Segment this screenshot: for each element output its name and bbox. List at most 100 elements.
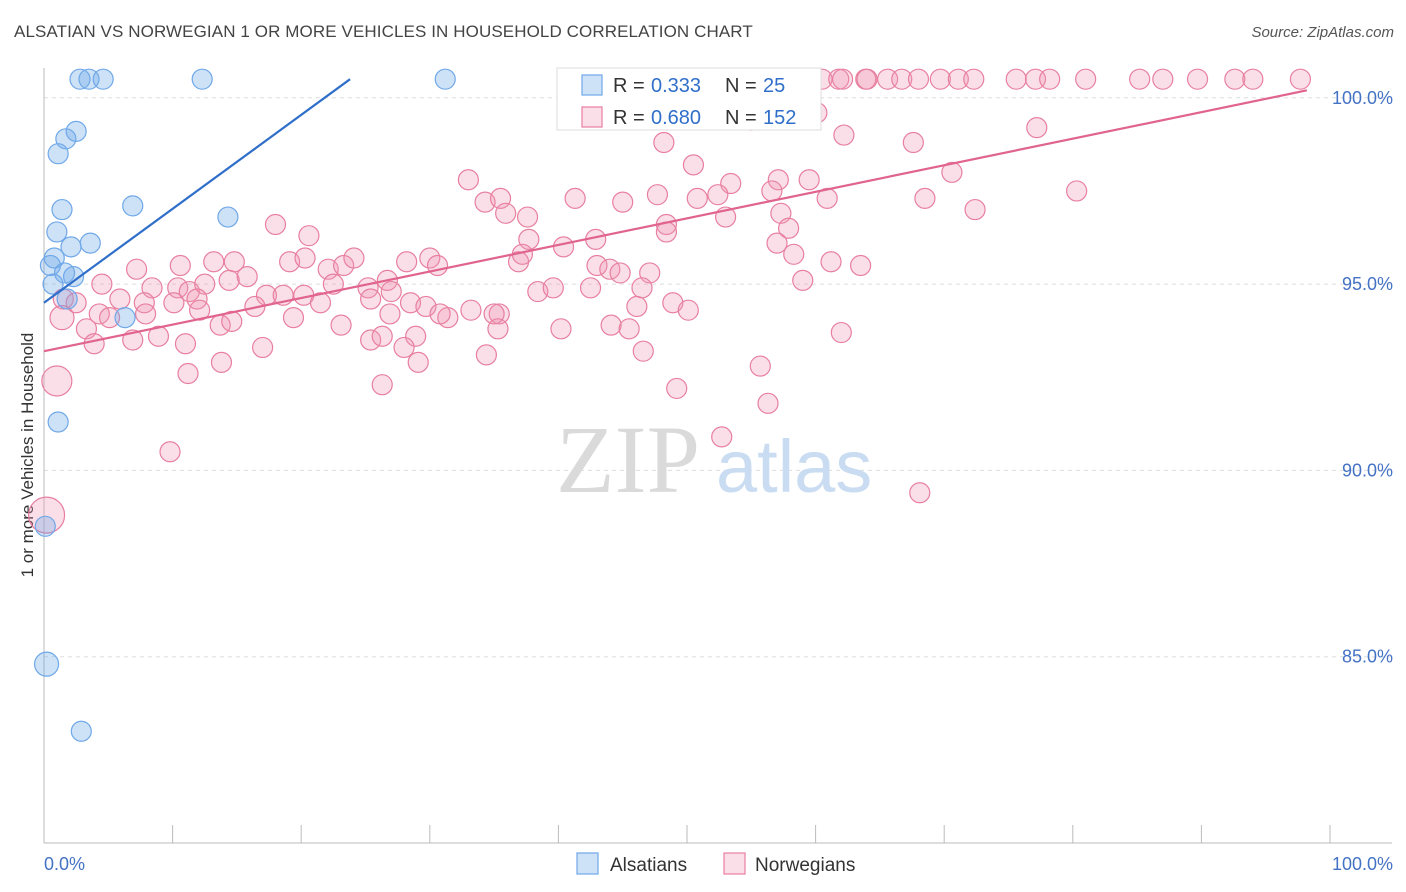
y-tick-label: 85.0%	[1342, 647, 1393, 667]
norwegians-point	[1039, 68, 1061, 90]
norwegians-point	[662, 292, 684, 314]
norwegians-point	[133, 292, 155, 314]
norwegians-point	[91, 273, 113, 295]
alsatians-point	[92, 68, 114, 90]
norwegians-point	[83, 333, 105, 355]
norwegians-point	[832, 68, 854, 90]
norwegians-point	[1289, 68, 1312, 90]
grid-lines	[44, 97, 1392, 658]
norwegians-point	[757, 392, 779, 414]
norwegians-point	[1224, 68, 1246, 90]
norwegians-point	[749, 355, 771, 377]
alsatians-point	[217, 206, 239, 228]
norwegians-point	[1075, 68, 1097, 90]
norwegians-point	[429, 303, 451, 325]
norwegians-point	[41, 365, 73, 397]
alsatians-point	[122, 195, 144, 217]
x-tick-label: 100.0%	[1332, 854, 1393, 874]
bottom-legend-label: Norwegians	[755, 855, 855, 876]
norwegians-point	[98, 307, 121, 329]
alsatians-point	[47, 411, 69, 433]
norwegians-point	[792, 269, 814, 291]
alsatians-point	[51, 198, 73, 221]
norwegians-point	[178, 280, 200, 303]
norwegians-point	[631, 277, 653, 299]
watermark-zip: ZIP	[556, 406, 700, 513]
alsatians-point	[70, 720, 92, 742]
alsatians-point	[65, 120, 87, 142]
norwegians-point	[833, 124, 855, 146]
alsatians-trend-line	[43, 78, 351, 304]
norwegians-point	[1066, 180, 1088, 202]
norwegians-point	[177, 362, 199, 385]
chart-title: ALSATIAN VS NORWEGIAN 1 OR MORE VEHICLES…	[14, 22, 753, 41]
legend-n-value: 25	[763, 75, 785, 97]
norwegians-point	[360, 329, 382, 351]
norwegians-point	[707, 184, 729, 206]
norwegians-point	[147, 325, 170, 347]
legend-n-label: N =	[725, 107, 757, 129]
norwegians-trend-line	[43, 89, 1308, 353]
y-tick-label: 90.0%	[1342, 460, 1393, 480]
norwegians-point	[203, 251, 225, 273]
norwegians-point	[677, 299, 699, 321]
norwegians-point	[252, 336, 274, 359]
norwegians-point	[516, 206, 539, 228]
norwegians-point	[49, 305, 75, 331]
norwegians-point	[820, 251, 842, 273]
alsatians-point	[42, 273, 64, 295]
norwegians-point	[941, 161, 963, 183]
bottom-legend-swatch	[576, 852, 599, 875]
trend-lines	[43, 78, 1308, 353]
norwegians-point	[761, 180, 783, 202]
norwegians-point	[550, 318, 572, 340]
norwegians-point	[902, 131, 924, 154]
axes	[43, 68, 1392, 844]
norwegians-point	[963, 68, 985, 90]
alsatians-point	[69, 68, 91, 90]
legend-n-value: 152	[763, 107, 796, 129]
alsatians-point	[46, 221, 68, 243]
norwegians-point	[682, 154, 705, 176]
y-tick-label: 100.0%	[1332, 88, 1393, 108]
norwegians-point	[579, 277, 602, 299]
norwegians-point	[1005, 68, 1027, 90]
x-tick-label: 0.0%	[44, 854, 85, 874]
norwegians-point	[109, 288, 131, 310]
norwegians-point	[309, 292, 332, 314]
alsatians-point	[34, 515, 56, 537]
legend: R = 0.333 N = 25 R = 0.680 N = 152	[556, 67, 822, 131]
norwegians-point	[609, 262, 631, 284]
alsatians-point	[114, 307, 136, 329]
norwegians-point	[426, 254, 449, 277]
legend-box	[556, 67, 822, 131]
norwegians-point	[487, 318, 509, 340]
norwegians-point	[646, 184, 669, 206]
norwegians-point	[236, 266, 258, 288]
norwegians-point	[163, 292, 185, 314]
bottom-legend-label: Alsatians	[610, 855, 687, 876]
norwegians-point	[653, 131, 675, 154]
y-tick-label: 95.0%	[1342, 274, 1393, 294]
norwegians-point	[850, 254, 872, 277]
norwegians-point	[891, 68, 913, 90]
norwegians-point	[1129, 68, 1151, 90]
norwegians-point	[343, 247, 365, 269]
norwegians-point	[298, 225, 320, 247]
norwegians-point	[552, 236, 575, 258]
norwegians-point	[947, 68, 969, 90]
norwegians-point	[407, 351, 429, 373]
norwegians-point	[600, 314, 622, 336]
norwegians-point	[626, 295, 648, 318]
norwegians-point	[134, 303, 157, 325]
norwegians-point	[1026, 117, 1048, 139]
norwegians-point	[914, 187, 936, 210]
norwegians-point	[564, 187, 586, 210]
norwegians-point	[495, 202, 517, 224]
norwegians-point	[379, 303, 401, 325]
norwegians-point	[964, 198, 986, 221]
watermark-atlas: atlas	[716, 425, 872, 508]
norwegians-point	[371, 325, 393, 347]
legend-r-label: R =	[613, 75, 645, 97]
